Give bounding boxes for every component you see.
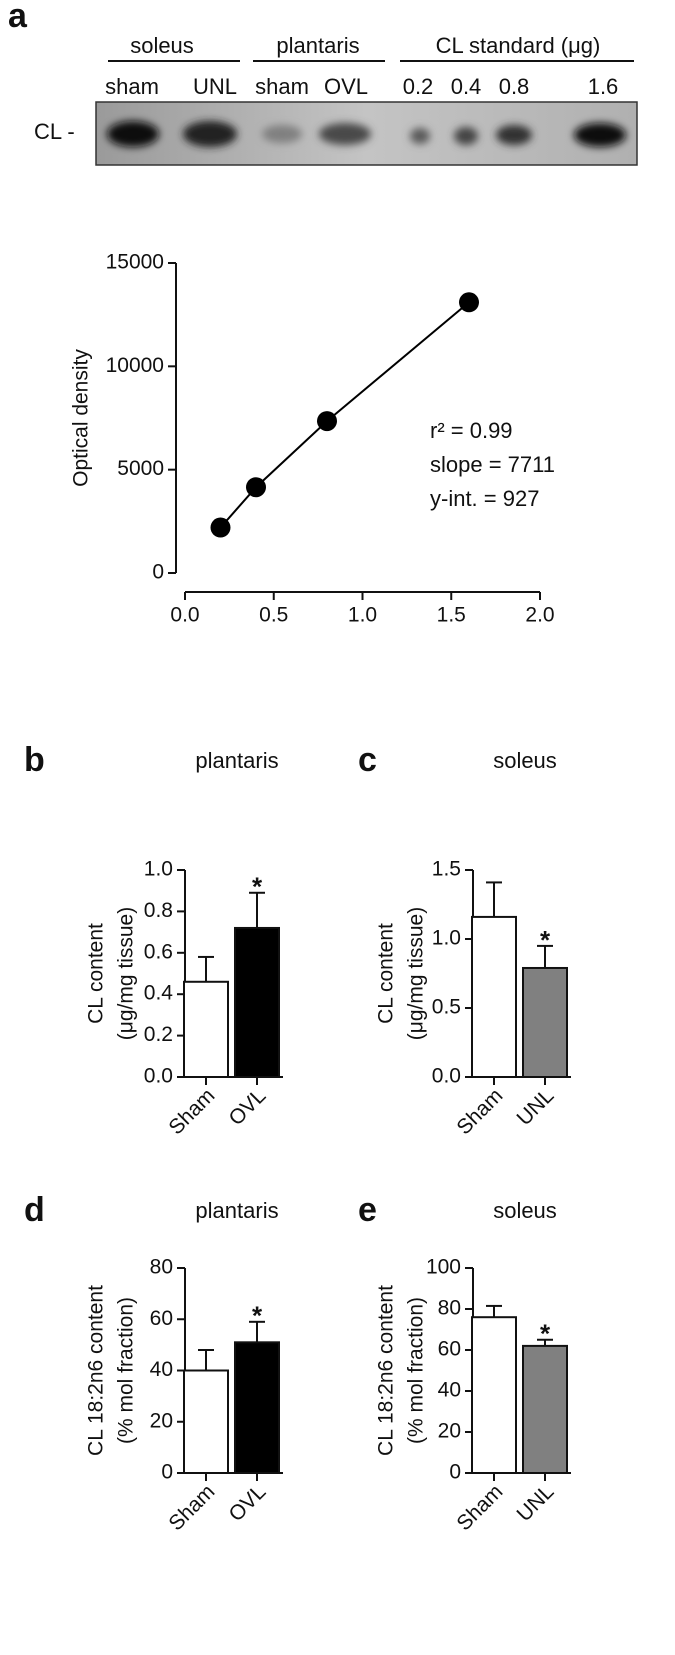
y-tick-label: 0: [161, 1461, 173, 1484]
panel-label: c: [358, 741, 377, 779]
y-tick-label: 40: [150, 1358, 173, 1381]
y-tick-label: 60: [150, 1307, 173, 1330]
y-tick-label: 0.0: [144, 1065, 173, 1088]
lane-label: UNL: [193, 74, 237, 99]
y-tick-label: 10000: [106, 354, 164, 377]
y-tick-label: 0: [449, 1461, 461, 1484]
y-tick-label: 0.4: [144, 982, 174, 1005]
row-label: CL -: [34, 119, 75, 144]
y-tick-label: 1.0: [432, 927, 461, 950]
y-tick-label: 60: [438, 1338, 461, 1361]
y-tick-label: 0.6: [144, 940, 173, 963]
y-tick-label: 0: [152, 561, 164, 584]
data-point: [317, 411, 337, 432]
lane-label: 0.4: [451, 74, 482, 99]
x-tick-label: UNL: [512, 1480, 558, 1526]
y-tick-label: 1.0: [144, 858, 173, 881]
y-axis-label: CL 18:2n6 content: [85, 1285, 108, 1456]
x-tick-label: 2.0: [525, 604, 554, 627]
bar: [234, 1341, 280, 1474]
lane-label: 0.8: [499, 74, 530, 99]
y-tick-label: 100: [426, 1256, 461, 1279]
y-axis-label: CL content: [85, 923, 108, 1024]
lane-label: 0.2: [403, 74, 434, 99]
bar: [471, 1316, 517, 1474]
lane-label: sham: [105, 74, 159, 99]
y-tick-label: 0.0: [432, 1065, 461, 1088]
blot-bands: [107, 121, 626, 147]
data-point: [246, 477, 266, 498]
panel-label: d: [24, 1191, 45, 1229]
x-tick-label: 0.0: [170, 604, 199, 627]
band: [574, 123, 626, 147]
y-axis-label: (% mol fraction): [115, 1297, 138, 1444]
chart-title: soleus: [493, 1198, 557, 1223]
bar: [183, 980, 229, 1079]
significance-marker: *: [252, 1301, 263, 1331]
y-axis-label: CL 18:2n6 content: [375, 1285, 398, 1456]
annotation: slope = 7711: [430, 452, 555, 477]
y-tick-label: 20: [438, 1420, 461, 1443]
y-tick-label: 15000: [106, 251, 164, 274]
data-point: [210, 517, 231, 538]
y-tick-label: 80: [150, 1256, 173, 1279]
y-axis-label: Optical density: [70, 349, 93, 487]
y-tick-label: 0.8: [144, 899, 173, 922]
bar: [183, 1369, 229, 1474]
chart-title: soleus: [493, 748, 557, 773]
bar: [234, 926, 280, 1079]
group-label: soleus: [130, 33, 194, 58]
y-axis-label: (% mol fraction): [405, 1297, 428, 1444]
band: [183, 121, 237, 147]
significance-marker: *: [540, 925, 551, 955]
lane-label: sham: [255, 74, 309, 99]
y-tick-label: 20: [150, 1409, 173, 1432]
bar: [471, 915, 517, 1078]
annotation: r² = 0.99: [430, 418, 513, 443]
fit-line: [219, 301, 470, 529]
x-tick-label: 1.0: [348, 604, 377, 627]
x-tick-label: Sham: [452, 1084, 507, 1139]
x-tick-label: UNL: [512, 1084, 558, 1130]
y-tick-label: 5000: [117, 457, 164, 480]
y-axis-label: (μg/mg tissue): [115, 907, 138, 1040]
band: [454, 127, 478, 145]
band: [410, 128, 430, 144]
x-tick-label: Sham: [164, 1084, 219, 1139]
panel-label: e: [358, 1191, 377, 1229]
lane-label: OVL: [324, 74, 368, 99]
group-label: CL standard (μg): [436, 33, 601, 58]
panel-label: b: [24, 741, 45, 779]
annotation: y-int. = 927: [430, 486, 539, 511]
y-axis-label: CL content: [375, 923, 398, 1024]
band: [262, 125, 302, 143]
bar: [522, 966, 568, 1078]
y-tick-label: 80: [438, 1297, 461, 1320]
y-tick-label: 40: [438, 1379, 461, 1402]
x-tick-label: Sham: [164, 1480, 219, 1535]
y-tick-label: 1.5: [432, 858, 461, 881]
x-tick-label: OVL: [224, 1480, 270, 1526]
significance-marker: *: [540, 1319, 551, 1349]
band: [319, 123, 371, 145]
y-tick-label: 0.5: [432, 996, 461, 1019]
x-tick-label: 1.5: [437, 604, 466, 627]
significance-marker: *: [252, 872, 263, 902]
band: [496, 125, 532, 145]
x-tick-label: OVL: [224, 1084, 270, 1130]
bar: [522, 1344, 568, 1475]
data-point: [459, 292, 479, 313]
group-label: plantaris: [276, 33, 359, 58]
y-axis-label: (μg/mg tissue): [405, 907, 428, 1040]
chart-title: plantaris: [195, 1198, 278, 1223]
band: [107, 121, 159, 147]
panel-label: a: [8, 0, 28, 35]
chart-title: plantaris: [195, 748, 278, 773]
y-tick-label: 0.2: [144, 1023, 173, 1046]
x-tick-label: Sham: [452, 1480, 507, 1535]
x-tick-label: 0.5: [259, 604, 288, 627]
lane-label: 1.6: [588, 74, 619, 99]
